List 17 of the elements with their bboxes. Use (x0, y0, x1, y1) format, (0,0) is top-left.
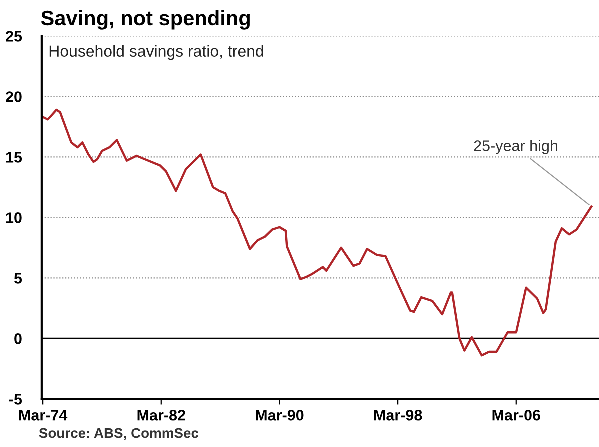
y-tick-label: 20 (6, 92, 22, 102)
y-tick-label: 10 (6, 212, 22, 224)
y-tick-label: 5 (14, 273, 22, 284)
annotation: 25-year high (474, 140, 558, 154)
y-tick-label: 15 (6, 152, 22, 163)
y-tick-label: 25 (6, 31, 22, 42)
chart-title: Saving, not spending (41, 10, 250, 30)
x-tick-label: Mar-74 (19, 410, 68, 421)
x-tick-label: Mar-82 (138, 410, 186, 421)
x-tick-label: Mar-06 (492, 410, 540, 421)
y-tick-label: 0 (14, 334, 22, 344)
source-note: Source: ABS, CommSec (39, 428, 199, 440)
text: Household savings ratio, trend (50, 45, 264, 60)
y-tick-label: -5 (10, 394, 22, 405)
x-tick-label: Mar-90 (256, 410, 304, 421)
line-series (42, 108, 593, 357)
x-tick-label: Mar-98 (374, 410, 422, 421)
